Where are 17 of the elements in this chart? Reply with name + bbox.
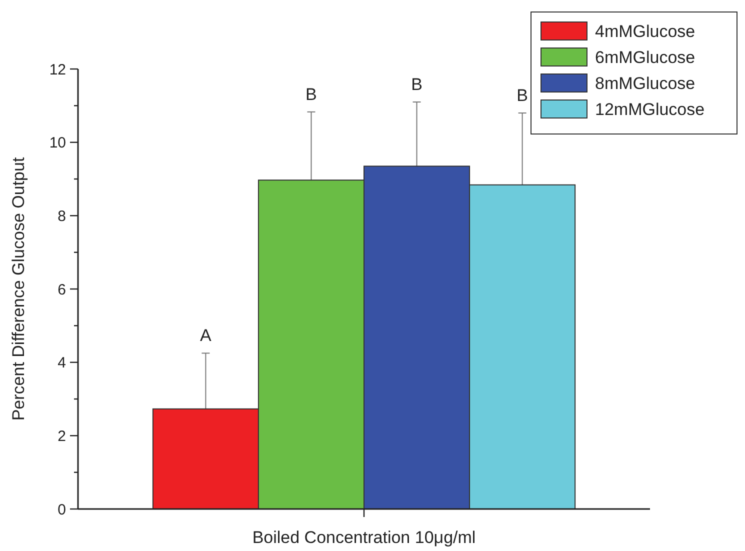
legend-label: 6mMGlucose (595, 48, 696, 67)
annotation: A (200, 326, 212, 346)
legend-label: 4mMGlucose (595, 22, 696, 41)
y-tick-label: 4 (58, 354, 66, 372)
y-tick-label: 6 (58, 281, 66, 298)
x-axis-title: Boiled Concentration 10μg/ml (252, 528, 476, 547)
annotation: B (411, 75, 422, 94)
annotation: B (306, 84, 317, 104)
legend-label: 12mMGlucose (595, 100, 705, 119)
y-axis-title: Percent Difference Glucose Output (9, 157, 28, 421)
y-tick-label: 2 (58, 428, 66, 445)
y-tick-label: 8 (58, 208, 66, 225)
y-tick-label: 0 (58, 501, 66, 518)
legend-label: 8mMGlucose (595, 74, 696, 93)
y-tick-label: 10 (49, 134, 66, 152)
y-tick-label: 12 (49, 61, 66, 78)
annotation: B (516, 86, 528, 105)
